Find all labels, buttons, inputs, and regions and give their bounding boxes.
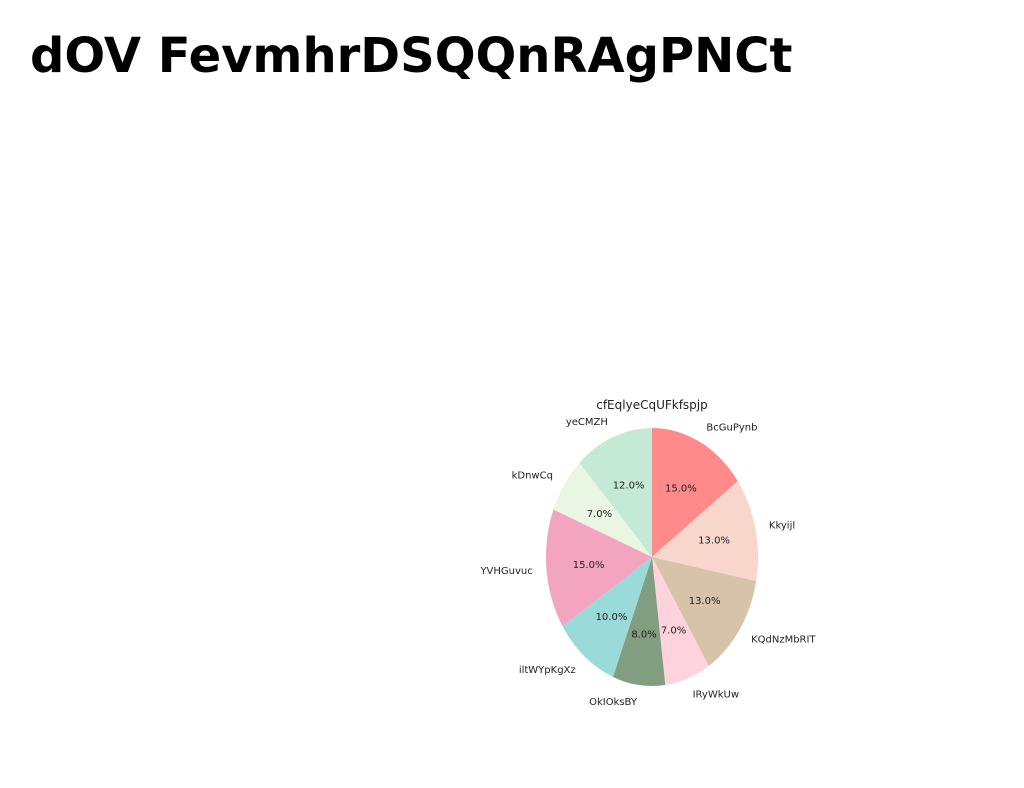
pie-slice — [652, 481, 759, 582]
slice-label: BcGuPynb — [706, 423, 757, 434]
pie-slices — [546, 428, 759, 686]
pie-slice — [553, 462, 652, 557]
slice-label: OkIOksBY — [589, 697, 638, 708]
slice-percent-label: 7.0% — [587, 509, 612, 520]
slice-label: kDnwCq — [512, 471, 553, 482]
pie-slice — [579, 428, 652, 557]
chart-title: cfEqlyeCqUFkfspjp — [596, 398, 708, 412]
slice-percent-label: 13.0% — [698, 536, 730, 547]
pie-slice — [652, 557, 757, 666]
slice-label: iltWYpKgXz — [519, 665, 576, 676]
slice-percent-label: 12.0% — [613, 481, 645, 492]
pie-slice — [612, 557, 666, 686]
slice-percent-label: 7.0% — [661, 625, 686, 636]
slice-label: IRyWkUw — [693, 690, 739, 701]
slice-percent-label: 15.0% — [573, 560, 605, 571]
pie-slice — [652, 428, 738, 557]
slice-percent-label: 10.0% — [596, 612, 628, 623]
slice-percent-label: 13.0% — [689, 596, 721, 607]
pie-slice — [562, 557, 652, 677]
pie-labels: BcGuPynb 15.0% Kkyijl 13.0% KQdNzMbRIT 13.0% I… — [479, 417, 816, 708]
slice-label: KQdNzMbRIT — [751, 634, 816, 645]
slice-percent-label: 15.0% — [665, 484, 697, 495]
pie-slice — [546, 509, 652, 627]
slice-label: yeCMZH — [566, 417, 608, 428]
pie-slice — [652, 557, 709, 685]
slice-label: Kkyijl — [769, 521, 795, 532]
slice-percent-label: 8.0% — [631, 629, 656, 640]
slice-label: YVHGuvuc — [479, 566, 532, 577]
page-title: dOV FevmhrDSQQnRAgPNCt — [30, 28, 793, 84]
